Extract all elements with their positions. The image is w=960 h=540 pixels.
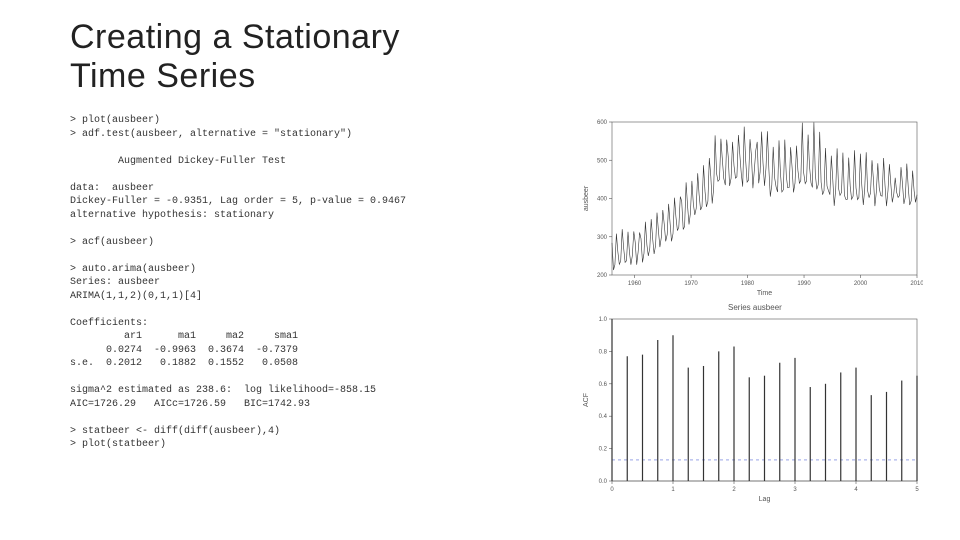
code-line: > statbeer <- diff(diff(ausbeer),4) bbox=[70, 426, 280, 437]
svg-text:400: 400 bbox=[597, 197, 608, 203]
code-line: > adf.test(ausbeer, alternative = "stati… bbox=[70, 129, 352, 140]
svg-text:500: 500 bbox=[597, 158, 608, 164]
code-line: AIC=1726.29 AICc=1726.59 BIC=1742.93 bbox=[70, 399, 310, 410]
svg-text:5: 5 bbox=[915, 487, 919, 493]
code-line: ar1 ma1 ma2 sma1 bbox=[70, 331, 298, 342]
title-line-1: Creating a Stationary bbox=[70, 18, 400, 56]
svg-text:0: 0 bbox=[610, 487, 614, 493]
code-line: > auto.arima(ausbeer) bbox=[70, 264, 196, 275]
svg-text:ausbeer: ausbeer bbox=[583, 185, 590, 211]
svg-text:2000: 2000 bbox=[854, 281, 868, 287]
svg-text:600: 600 bbox=[597, 120, 608, 126]
plots-column: 200 300 400 500 600 1960 1970 1980 1990 2000 2010 T… bbox=[578, 114, 923, 505]
svg-text:3: 3 bbox=[793, 487, 797, 493]
svg-text:1: 1 bbox=[671, 487, 675, 493]
code-line: alternative hypothesis: stationary bbox=[70, 210, 274, 221]
svg-text:1980: 1980 bbox=[741, 281, 755, 287]
svg-text:1990: 1990 bbox=[797, 281, 811, 287]
code-line: Dickey-Fuller = -0.9351, Lag order = 5, … bbox=[70, 196, 406, 207]
svg-text:ACF: ACF bbox=[583, 393, 590, 407]
content-row: > plot(ausbeer) > adf.test(ausbeer, alte… bbox=[70, 114, 920, 505]
svg-text:200: 200 bbox=[597, 273, 608, 279]
slide: Creating a Stationary Time Series > plot… bbox=[0, 0, 960, 540]
code-line: Series: ausbeer bbox=[70, 277, 160, 288]
svg-text:2: 2 bbox=[732, 487, 736, 493]
code-line: 0.0274 -0.9963 0.3674 -0.7379 bbox=[70, 345, 298, 356]
code-line: ARIMA(1,1,2)(0,1,1)[4] bbox=[70, 291, 202, 302]
title-line-2: Time Series bbox=[70, 57, 256, 95]
svg-text:0.0: 0.0 bbox=[599, 479, 608, 485]
svg-text:2010: 2010 bbox=[910, 281, 923, 287]
code-line: data: ausbeer bbox=[70, 183, 154, 194]
svg-text:300: 300 bbox=[597, 235, 608, 241]
svg-text:1970: 1970 bbox=[684, 281, 698, 287]
acf-title: Series ausbeer bbox=[728, 303, 782, 312]
code-column: > plot(ausbeer) > adf.test(ausbeer, alte… bbox=[70, 114, 570, 505]
svg-text:0.2: 0.2 bbox=[599, 447, 608, 453]
timeseries-plot: 200 300 400 500 600 1960 1970 1980 1990 2000 2010 T… bbox=[578, 114, 923, 299]
acf-plot: Series ausbeer 0.0 0.2 0.4 0.6 0.8 1.0 0 1 2 3 4 5 L… bbox=[578, 305, 923, 505]
timeseries-svg: 200 300 400 500 600 1960 1970 1980 1990 2000 2010 T… bbox=[578, 114, 923, 299]
code-line: > plot(ausbeer) bbox=[70, 115, 160, 126]
code-line: > plot(statbeer) bbox=[70, 439, 166, 450]
svg-text:Time: Time bbox=[757, 290, 772, 297]
code-line: s.e. 0.2012 0.1882 0.1552 0.0508 bbox=[70, 358, 298, 369]
svg-text:4: 4 bbox=[854, 487, 858, 493]
code-line: Augmented Dickey-Fuller Test bbox=[70, 156, 286, 167]
svg-text:0.6: 0.6 bbox=[599, 382, 608, 388]
svg-text:1.0: 1.0 bbox=[599, 317, 608, 323]
svg-text:0.8: 0.8 bbox=[599, 350, 608, 356]
code-line: sigma^2 estimated as 238.6: log likeliho… bbox=[70, 385, 376, 396]
r-output: > plot(ausbeer) > adf.test(ausbeer, alte… bbox=[70, 114, 570, 452]
page-title: Creating a Stationary Time Series bbox=[70, 18, 920, 96]
acf-svg: 0.0 0.2 0.4 0.6 0.8 1.0 0 1 2 3 4 5 Lag ACF bbox=[578, 305, 923, 505]
svg-text:Lag: Lag bbox=[759, 496, 771, 503]
svg-text:0.4: 0.4 bbox=[599, 414, 608, 420]
svg-text:1960: 1960 bbox=[628, 281, 642, 287]
code-line: > acf(ausbeer) bbox=[70, 237, 154, 248]
code-line: Coefficients: bbox=[70, 318, 148, 329]
